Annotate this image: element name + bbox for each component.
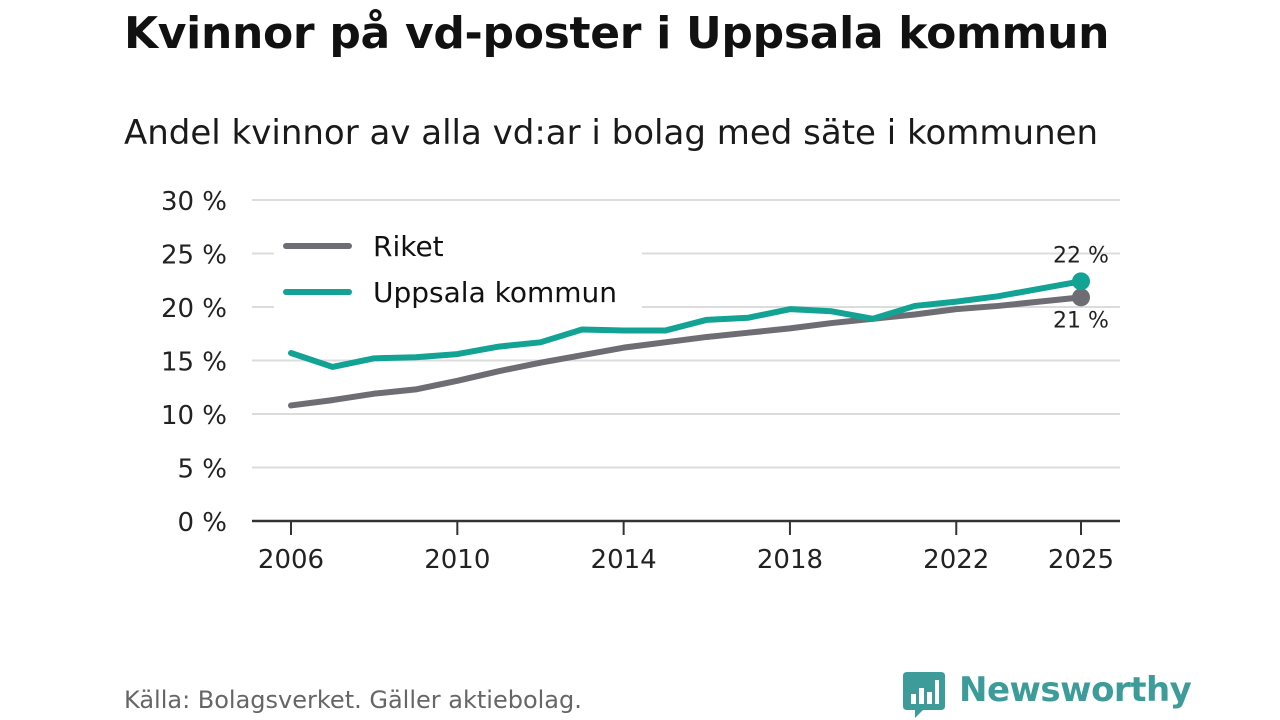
series-end-marker — [1072, 272, 1090, 291]
x-tick-label: 2014 — [591, 545, 657, 575]
x-tick-label: 2025 — [1048, 545, 1114, 575]
series-line-uppsala-kommun — [288, 278, 1084, 370]
legend-label: Uppsala kommun — [373, 276, 617, 309]
y-tick-label: 20 % — [161, 294, 227, 324]
x-tick-label: 2010 — [424, 545, 490, 575]
chart-title: Kvinnor på vd-poster i Uppsala kommun — [124, 8, 1110, 59]
series-end-label: 22 % — [1053, 243, 1109, 268]
y-tick-label: 10 % — [161, 401, 227, 431]
logo-wordmark: Newsworthy — [959, 670, 1192, 710]
x-tick-label: 2018 — [757, 545, 823, 575]
series-end-marker — [1072, 288, 1090, 307]
x-tick-label: 2022 — [923, 545, 989, 575]
source-note: Källa: Bolagsverket. Gäller aktiebolag. — [124, 686, 582, 714]
x-tick-label: 2006 — [258, 545, 324, 575]
chart-subtitle: Andel kvinnor av alla vd:ar i bolag med … — [124, 113, 1099, 153]
legend-label: Riket — [373, 230, 444, 263]
series-line-riket — [288, 294, 1084, 409]
y-tick-label: 30 % — [161, 187, 227, 217]
series-end-label: 21 % — [1053, 308, 1109, 333]
y-tick-label: 5 % — [177, 455, 227, 485]
y-tick-label: 0 % — [177, 508, 227, 538]
bar-chart-bubble-icon — [903, 672, 945, 718]
legend-background — [274, 228, 642, 314]
line-chart: 0 % 5 % 10 % 15 % 20 % 25 % 30 % 2006 2010 2014 20… — [161, 187, 1120, 575]
y-tick-label: 15 % — [161, 348, 227, 378]
y-tick-label: 25 % — [161, 241, 227, 271]
